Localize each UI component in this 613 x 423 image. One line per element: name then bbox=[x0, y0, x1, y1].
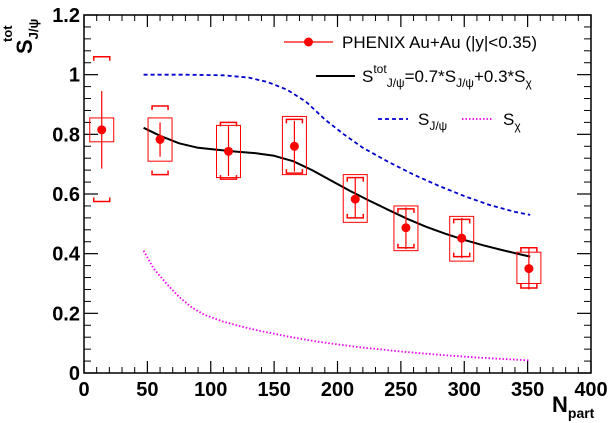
syst-bracket-lower bbox=[92, 197, 111, 203]
syst-box bbox=[281, 115, 307, 176]
legend-entry: SJ/ψ bbox=[378, 110, 447, 133]
data-point bbox=[147, 105, 173, 176]
legend-swatch-marker bbox=[304, 37, 313, 47]
legend-entry: Sχ bbox=[462, 110, 521, 133]
syst-box bbox=[147, 117, 173, 162]
data-point bbox=[281, 115, 307, 176]
series-curve-dotted bbox=[142, 250, 531, 362]
legend-label-part: χ bbox=[526, 76, 533, 90]
series-layer bbox=[142, 73, 531, 362]
y-tick-label: 0.6 bbox=[52, 184, 80, 206]
axis-ticks: 0 50 100 150 200 250 300 350 400 0 0.2 0.4 0.6 0.8 1 1.… bbox=[52, 5, 608, 401]
legend-label-part: χ bbox=[514, 119, 521, 133]
point-marker bbox=[401, 223, 411, 233]
point-marker bbox=[457, 233, 467, 243]
x-tick-label: 350 bbox=[511, 379, 544, 401]
data-point bbox=[449, 215, 475, 262]
legend-label-part: S bbox=[503, 110, 514, 129]
point-marker bbox=[223, 146, 233, 156]
x-tick-label: 50 bbox=[136, 379, 158, 401]
legend-label: SJ/ψ bbox=[418, 110, 447, 133]
legend-label: PHENIX Au+Au (|y|<0.35) bbox=[342, 33, 537, 52]
y-tick-label: 1 bbox=[69, 65, 80, 87]
syst-bracket-upper bbox=[285, 118, 304, 124]
point-marker bbox=[155, 134, 165, 144]
data-points-layer bbox=[89, 56, 542, 290]
syst-bracket-lower bbox=[151, 170, 169, 176]
x-tick-label: 150 bbox=[257, 379, 290, 401]
x-tick-label: 0 bbox=[78, 379, 89, 401]
syst-box bbox=[449, 215, 475, 262]
syst-box bbox=[342, 174, 368, 223]
data-point bbox=[215, 121, 241, 180]
legend-label-part: +0.3*S bbox=[474, 67, 526, 86]
x-tick-label: 250 bbox=[384, 379, 417, 401]
syst-bracket-upper bbox=[92, 56, 111, 61]
legend: PHENIX Au+Au (|y|<0.35)StotJ/ψ=0.7*SJ/ψ+… bbox=[284, 33, 537, 133]
syst-bracket-lower bbox=[285, 169, 304, 174]
y-axis-title: SJ/ψtot bbox=[0, 19, 41, 54]
legend-label-part: =0.7*S bbox=[405, 67, 457, 86]
syst-bracket-upper bbox=[151, 105, 169, 110]
x-tick-label: 400 bbox=[574, 379, 607, 401]
syst-bracket-lower bbox=[346, 213, 364, 219]
series-curve-solid bbox=[143, 126, 531, 258]
y-tick-label: 0 bbox=[69, 363, 80, 385]
data-point bbox=[393, 205, 419, 252]
y-tick-label: 0.2 bbox=[52, 303, 80, 325]
point-marker bbox=[289, 141, 299, 151]
y-tick-label: 1.2 bbox=[52, 5, 80, 27]
x-tick-label: 200 bbox=[321, 379, 354, 401]
legend-label-part: J/ψ bbox=[387, 76, 405, 90]
legend-label: Sχ bbox=[503, 110, 521, 133]
legend-label-part: tot bbox=[373, 62, 387, 76]
legend-label-part: S bbox=[418, 110, 429, 129]
syst-bracket-upper bbox=[219, 121, 238, 127]
syst-box bbox=[393, 205, 419, 252]
y-tick-label: 0.4 bbox=[52, 244, 81, 266]
point-marker bbox=[97, 125, 107, 135]
x-tick-label: 300 bbox=[448, 379, 481, 401]
legend-label-part: PHENIX Au+Au (|y|<0.35) bbox=[342, 33, 537, 52]
legend-label-part: S bbox=[362, 67, 373, 86]
legend-label: StotJ/ψ=0.7*SJ/ψ+0.3*Sχ bbox=[362, 62, 533, 90]
data-point bbox=[342, 174, 368, 223]
legend-entry: PHENIX Au+Au (|y|<0.35) bbox=[284, 33, 537, 52]
data-point bbox=[516, 246, 542, 290]
x-tick-label: 100 bbox=[194, 379, 227, 401]
legend-label-part: J/ψ bbox=[456, 76, 474, 90]
legend-entry: StotJ/ψ=0.7*SJ/ψ+0.3*Sχ bbox=[316, 62, 533, 90]
syst-bracket-lower bbox=[219, 175, 238, 180]
series-curve-dashed bbox=[143, 73, 531, 216]
point-marker bbox=[350, 194, 360, 204]
legend-label-part: J/ψ bbox=[429, 119, 447, 133]
y-tick-label: 0.8 bbox=[52, 124, 80, 146]
x-axis-title: Npart bbox=[552, 392, 595, 421]
point-marker bbox=[524, 264, 534, 274]
data-point bbox=[89, 56, 115, 203]
